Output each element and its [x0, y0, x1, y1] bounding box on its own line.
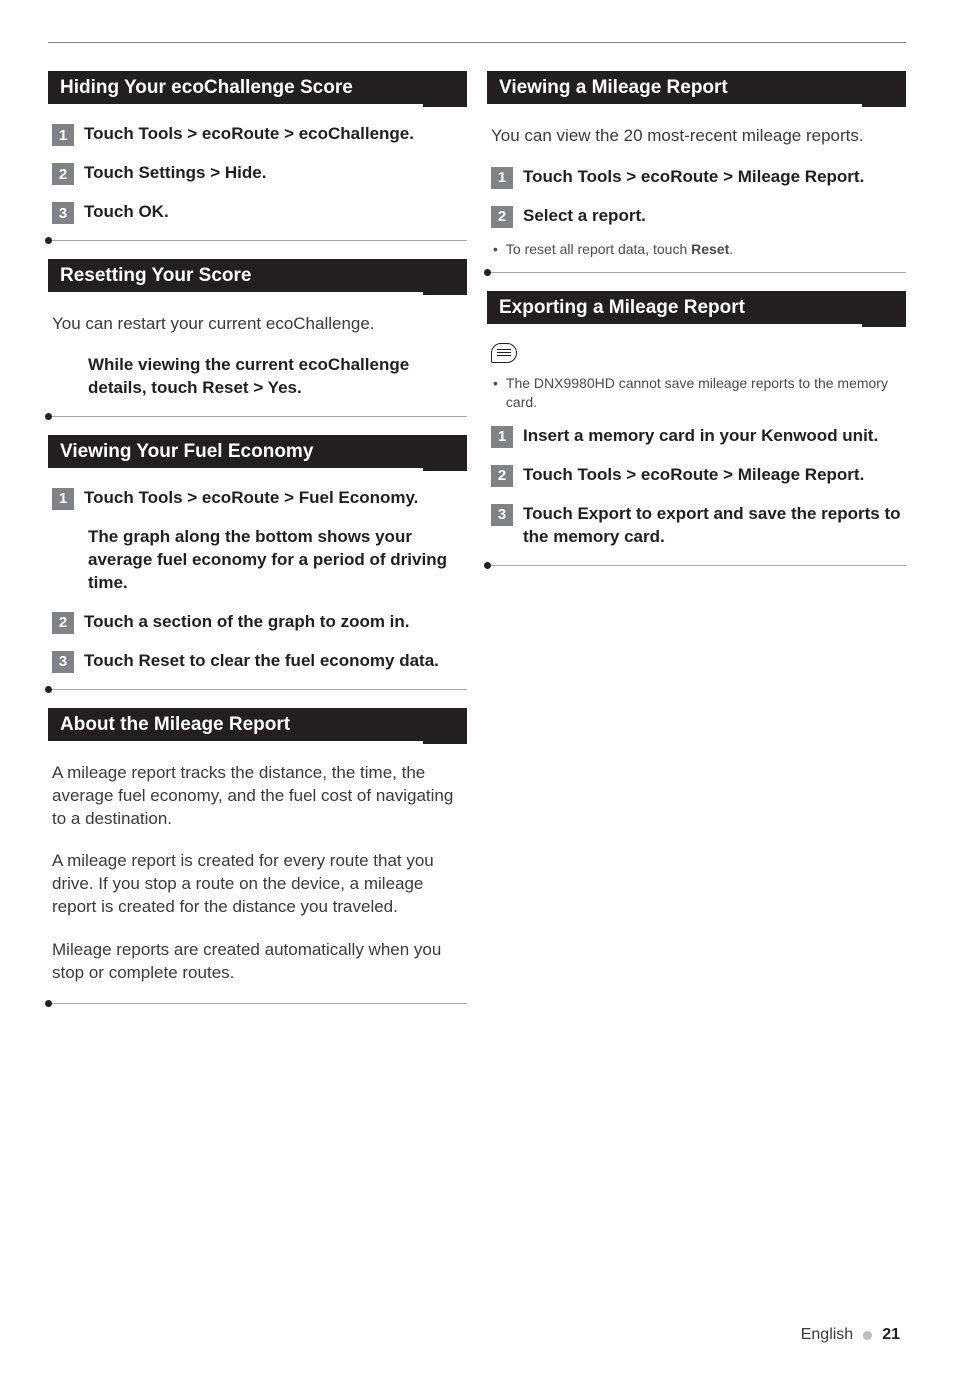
step-text: Touch Tools > ecoRoute > Mileage Report. [523, 464, 864, 487]
heading-underline [48, 292, 467, 295]
viewing-note: • To reset all report data, touch Reset. [487, 238, 906, 266]
viewing-body: You can view the 20 most-recent mileage … [487, 117, 906, 160]
step-number-badge: 2 [491, 206, 513, 228]
step-text: Touch Settings > Hide. [84, 162, 266, 185]
step-text: While viewing the current ecoChallenge d… [88, 354, 463, 400]
step-number-badge: 2 [52, 163, 74, 185]
fuel-step-1: 1 Touch Tools > ecoRoute > Fuel Economy. [48, 481, 467, 520]
step-text: Touch Reset to clear the fuel economy da… [84, 650, 439, 673]
fuel-step-2: 2 Touch a section of the graph to zoom i… [48, 605, 467, 644]
section-divider [48, 1003, 467, 1004]
footer-language: English [801, 1326, 853, 1344]
resetting-step: While viewing the current ecoChallenge d… [48, 348, 467, 410]
hiding-step-1: 1 Touch Tools > ecoRoute > ecoChallenge. [48, 117, 467, 156]
step-number-badge: 3 [52, 202, 74, 224]
viewing-step-1: 1 Touch Tools > ecoRoute > Mileage Repor… [487, 160, 906, 199]
note-suffix: . [729, 241, 733, 257]
note-text: The DNX9980HD cannot save mileage report… [506, 374, 902, 413]
heading-fuel-economy: Viewing Your Fuel Economy [48, 435, 467, 468]
resetting-body: You can restart your current ecoChalleng… [48, 305, 467, 348]
heading-underline [48, 741, 467, 744]
exporting-step-1: 1 Insert a memory card in your Kenwood u… [487, 419, 906, 458]
step-number-badge: 3 [491, 504, 513, 526]
page-columns: Hiding Your ecoChallenge Score 1 Touch T… [0, 43, 954, 1022]
heading-hiding-score: Hiding Your ecoChallenge Score [48, 71, 467, 104]
step-text: Touch Export to export and save the repo… [523, 503, 902, 549]
step-number-badge: 1 [52, 488, 74, 510]
step-text: Touch Tools > ecoRoute > ecoChallenge. [84, 123, 414, 146]
section-divider [487, 272, 906, 273]
step-number-badge: 2 [52, 612, 74, 634]
fuel-step-3: 3 Touch Reset to clear the fuel economy … [48, 644, 467, 683]
heading-underline [487, 324, 906, 327]
note-prefix: To reset all report data, touch [506, 241, 691, 257]
exporting-step-3: 3 Touch Export to export and save the re… [487, 497, 906, 559]
about-p3: Mileage reports are created automaticall… [48, 931, 467, 997]
footer-dot-icon [863, 1331, 872, 1340]
section-divider [48, 416, 467, 417]
step-number-badge: 1 [491, 167, 513, 189]
note-text: To reset all report data, touch Reset. [506, 240, 733, 260]
exporting-note: • The DNX9980HD cannot save mileage repo… [487, 372, 906, 419]
section-divider [487, 565, 906, 566]
step-number-badge: 1 [491, 426, 513, 448]
bullet-dot-icon: • [493, 240, 498, 260]
heading-viewing-mileage: Viewing a Mileage Report [487, 71, 906, 104]
section-divider [48, 240, 467, 241]
left-column: Hiding Your ecoChallenge Score 1 Touch T… [48, 71, 467, 1022]
heading-exporting-mileage: Exporting a Mileage Report [487, 291, 906, 324]
viewing-step-2: 2 Select a report. [487, 199, 906, 238]
step-text: Insert a memory card in your Kenwood uni… [523, 425, 878, 448]
step-text: Touch Tools > ecoRoute > Mileage Report. [523, 166, 864, 189]
heading-underline [48, 104, 467, 107]
step-number-badge: 2 [491, 465, 513, 487]
heading-about-mileage: About the Mileage Report [48, 708, 467, 741]
footer-page-number: 21 [882, 1326, 900, 1344]
step-text: Touch OK. [84, 201, 169, 224]
about-p2: A mileage report is created for every ro… [48, 842, 467, 931]
bullet-dot-icon: • [493, 374, 498, 413]
section-divider [48, 689, 467, 690]
hiding-step-2: 2 Touch Settings > Hide. [48, 156, 467, 195]
heading-underline [48, 468, 467, 471]
step-text: Touch a section of the graph to zoom in. [84, 611, 410, 634]
step-text: Select a report. [523, 205, 646, 228]
step-text: Touch Tools > ecoRoute > Fuel Economy. [84, 487, 418, 510]
note-bold: Reset [691, 241, 729, 257]
step-number-badge: 3 [52, 651, 74, 673]
right-column: Viewing a Mileage Report You can view th… [487, 71, 906, 1022]
exporting-step-2: 2 Touch Tools > ecoRoute > Mileage Repor… [487, 458, 906, 497]
step-number-badge: 1 [52, 124, 74, 146]
page-footer: English 21 [801, 1326, 900, 1344]
note-bubble-icon [491, 343, 517, 363]
heading-resetting-score: Resetting Your Score [48, 259, 467, 292]
step-text: The graph along the bottom shows your av… [88, 526, 463, 595]
about-p1: A mileage report tracks the distance, th… [48, 754, 467, 843]
fuel-desc: The graph along the bottom shows your av… [48, 520, 467, 605]
hiding-step-3: 3 Touch OK. [48, 195, 467, 234]
heading-underline [487, 104, 906, 107]
